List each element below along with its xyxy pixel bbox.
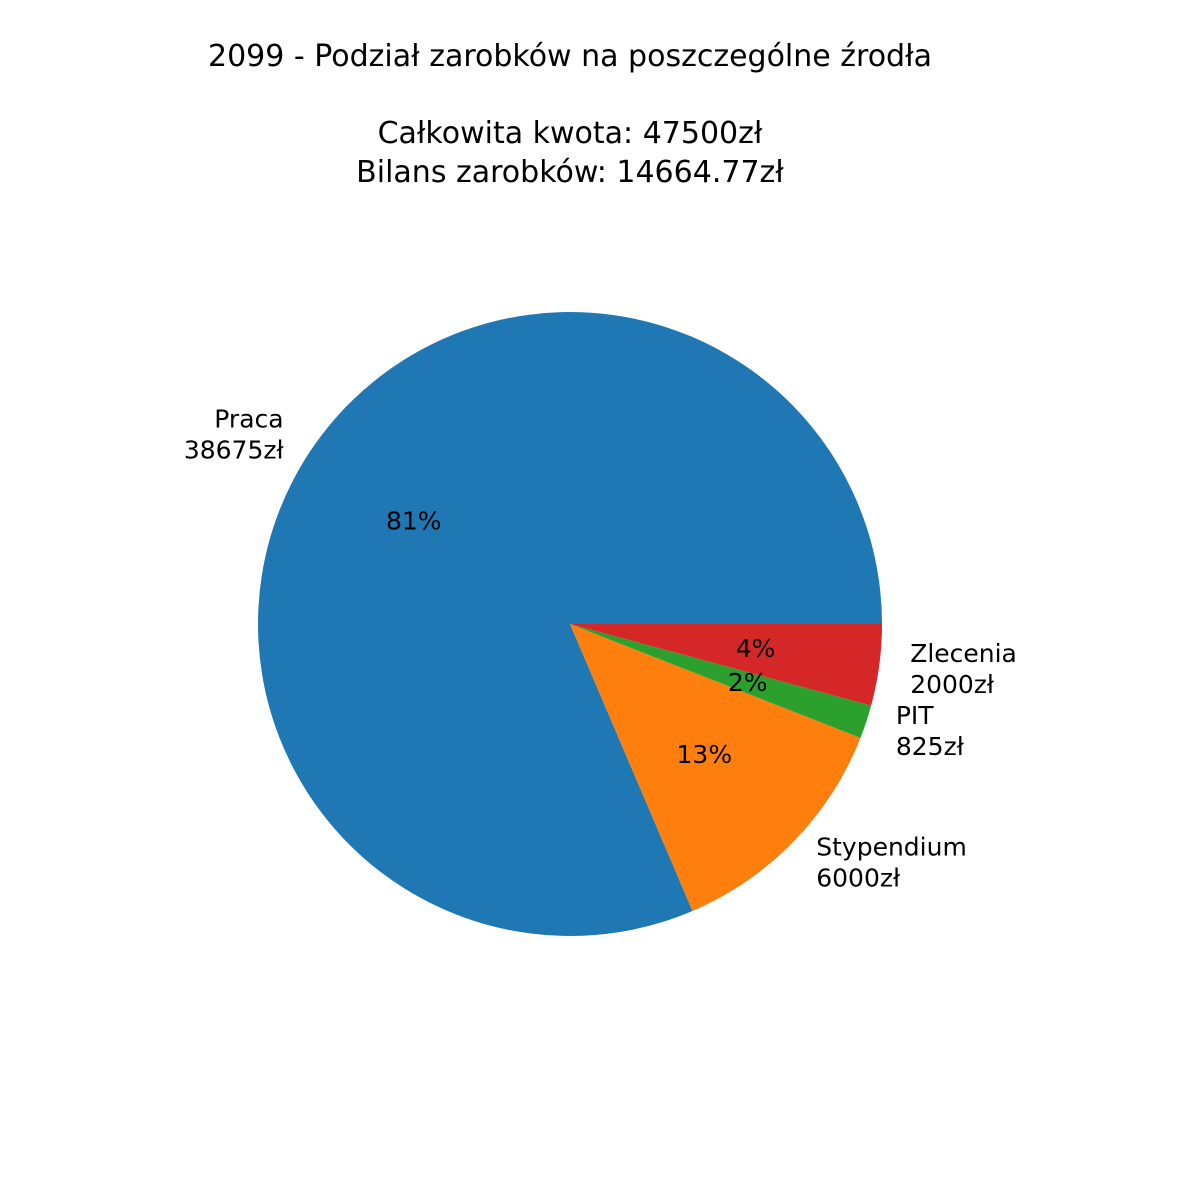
chart-title-line-1: 2099 - Podział zarobków na poszczególne … bbox=[208, 39, 932, 74]
slice-label-name: PIT bbox=[896, 701, 934, 730]
slice-label-praca: Praca 38675zł bbox=[184, 404, 285, 464]
percent-label-pit: 2% bbox=[728, 668, 768, 697]
slice-label-value: 6000zł bbox=[816, 864, 901, 893]
pie-slices bbox=[258, 311, 883, 937]
percent-label-stypendium: 13% bbox=[677, 740, 733, 769]
slice-label-value: 2000zł bbox=[910, 670, 995, 699]
slice-label-name: Praca bbox=[214, 404, 283, 433]
slice-label-pit: PIT 825zł bbox=[896, 701, 965, 761]
pie-labels: 81% Praca 38675zł 13% Stypendium 6000zł 2% PIT 8… bbox=[184, 404, 1017, 892]
slice-label-name: Stypendium bbox=[816, 833, 967, 862]
percent-label-zlecenia: 4% bbox=[736, 634, 776, 663]
slice-label-value: 825zł bbox=[896, 732, 965, 761]
pie-slice-pit bbox=[570, 624, 872, 738]
slice-label-value: 38675zł bbox=[184, 435, 285, 464]
chart-title: 2099 - Podział zarobków na poszczególne … bbox=[208, 39, 932, 190]
percent-label-praca: 81% bbox=[386, 506, 442, 535]
chart-title-line-4: Bilans zarobków: 14664.77zł bbox=[356, 155, 784, 190]
slice-label-stypendium: Stypendium 6000zł bbox=[816, 833, 967, 893]
pie-slice-zlecenia bbox=[570, 624, 882, 706]
pie-slice-stypendium bbox=[570, 624, 861, 911]
slice-label-zlecenia: Zlecenia 2000zł bbox=[910, 639, 1017, 699]
slice-label-name: Zlecenia bbox=[910, 639, 1017, 668]
chart-title-line-3: Całkowita kwota: 47500zł bbox=[378, 116, 763, 151]
